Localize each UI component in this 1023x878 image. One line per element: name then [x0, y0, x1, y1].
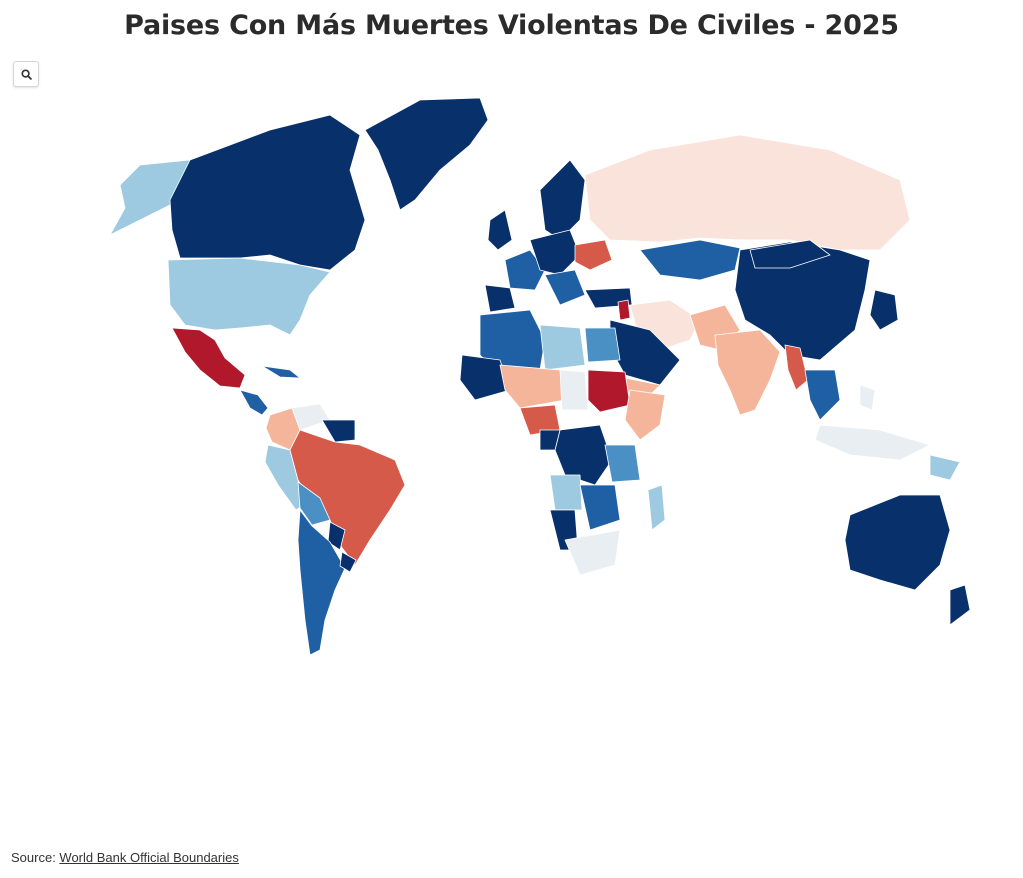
region-scandinavia[interactable]: [539, 159, 586, 241]
region-france[interactable]: [504, 249, 546, 291]
world-choropleth-map: [109, 97, 971, 656]
region-mongolia[interactable]: [749, 239, 831, 269]
region-myanmar[interactable]: [784, 344, 809, 391]
source-prefix: Source:: [11, 850, 60, 865]
region-south-africa[interactable]: [564, 529, 621, 576]
region-uruguay[interactable]: [339, 551, 357, 573]
region-china[interactable]: [734, 241, 871, 361]
region-argentina-chile[interactable]: [297, 509, 346, 656]
region-sudan[interactable]: [587, 369, 631, 413]
region-uk-ireland[interactable]: [487, 209, 513, 251]
region-guianas[interactable]: [321, 419, 356, 443]
region-chad[interactable]: [559, 369, 589, 411]
region-east-africa[interactable]: [604, 444, 641, 483]
region-west-africa[interactable]: [459, 354, 511, 401]
region-kazakhstan[interactable]: [639, 239, 741, 281]
region-horn-of-africa[interactable]: [624, 389, 666, 441]
region-canada[interactable]: [169, 114, 366, 271]
region-philippines[interactable]: [859, 384, 876, 411]
region-madagascar[interactable]: [647, 484, 666, 531]
source-link[interactable]: World Bank Official Boundaries: [59, 850, 239, 865]
region-egypt[interactable]: [584, 327, 621, 363]
region-southeast-asia[interactable]: [804, 369, 841, 421]
region-central-europe[interactable]: [529, 229, 581, 276]
region-usa[interactable]: [167, 257, 331, 336]
region-cuba[interactable]: [261, 365, 301, 379]
region-central-africa[interactable]: [539, 429, 561, 451]
region-japan-korea[interactable]: [869, 289, 899, 331]
region-greenland[interactable]: [364, 97, 489, 211]
region-paraguay[interactable]: [327, 521, 346, 551]
region-angola[interactable]: [549, 474, 583, 511]
region-papua-new-guinea[interactable]: [929, 454, 961, 481]
region-southern-africa[interactable]: [579, 484, 621, 531]
search-icon: [21, 69, 32, 80]
search-button[interactable]: [13, 61, 39, 87]
region-new-zealand[interactable]: [949, 584, 971, 626]
region-mexico[interactable]: [171, 327, 246, 389]
region-libya[interactable]: [539, 324, 586, 371]
region-balkans[interactable]: [544, 269, 586, 306]
region-russia[interactable]: [584, 134, 911, 251]
region-mali-niger[interactable]: [499, 364, 566, 409]
region-central-america[interactable]: [239, 389, 269, 416]
region-iberia[interactable]: [484, 284, 516, 313]
region-india[interactable]: [714, 329, 781, 416]
source-note: Source: World Bank Official Boundaries: [11, 850, 239, 865]
region-ukraine[interactable]: [574, 239, 613, 271]
region-alaska[interactable]: [109, 159, 191, 236]
map-title: Paises Con Más Muertes Violentas De Civi…: [124, 10, 899, 41]
region-bolivia[interactable]: [297, 481, 331, 526]
region-australia[interactable]: [844, 494, 951, 591]
region-syria-lebanon[interactable]: [617, 299, 631, 321]
region-indonesia[interactable]: [814, 424, 931, 461]
